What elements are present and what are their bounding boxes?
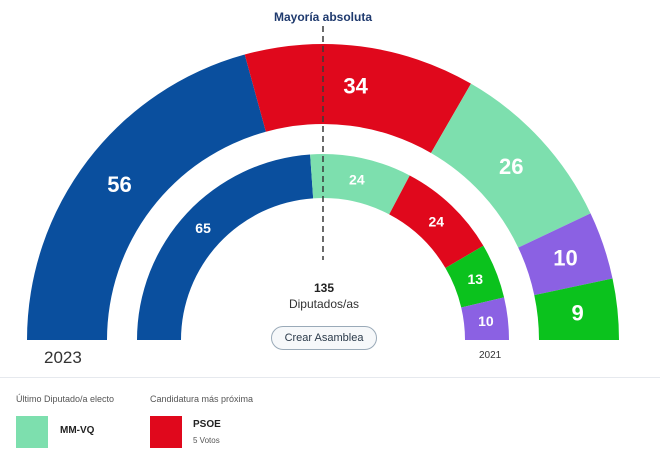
inner-segment-label-2: 24	[428, 213, 444, 229]
create-assembly-button[interactable]: Crear Asamblea	[271, 326, 377, 350]
inner-ring-2021: 65 24 24 13 10	[137, 154, 509, 340]
legend-closest-heading: Candidatura más próxima	[150, 394, 254, 404]
outer-segment-label-3: 10	[553, 246, 577, 271]
inner-segment-label-3: 13	[467, 271, 483, 287]
legend-last-elected-heading: Último Diputado/a electo	[16, 394, 115, 404]
legend-last-elected-swatch	[16, 416, 48, 448]
outer-segment-1	[244, 44, 471, 153]
total-seats: 135	[313, 281, 335, 295]
majority-label: Mayoría absoluta	[273, 10, 373, 24]
inner-segment-label-0: 65	[195, 220, 211, 236]
outer-segment-label-4: 9	[571, 301, 583, 326]
inner-segment-0	[137, 154, 314, 340]
inner-segment-4	[461, 297, 509, 340]
inner-segment-3	[445, 245, 505, 308]
outer-segment-label-0: 56	[107, 172, 131, 197]
outer-segment-label-1: 34	[343, 74, 368, 99]
outer-ring-2023: 56 34 26 10 9	[27, 44, 619, 340]
legend-closest-name: PSOE	[193, 419, 221, 430]
year-label-outer: 2023	[44, 348, 82, 367]
seats-unit-label: Diputados/as	[288, 297, 360, 311]
inner-segment-1	[310, 154, 410, 215]
outer-segment-3	[518, 213, 613, 296]
inner-segment-label-4: 10	[478, 313, 494, 329]
divider	[0, 377, 660, 378]
legend-closest-swatch	[150, 416, 182, 448]
outer-segment-2	[431, 83, 591, 248]
year-label-inner: 2021	[479, 350, 502, 361]
legend-last-elected-name: MM-VQ	[60, 425, 95, 436]
inner-segment-2	[389, 175, 484, 269]
legend-closest-votes: 5 Votos	[193, 436, 220, 445]
outer-segment-label-2: 26	[499, 154, 523, 179]
parliament-chart: 56 34 26 10 9 65 24 24 13 10	[27, 26, 619, 340]
inner-segment-label-1: 24	[349, 172, 365, 188]
outer-segment-4	[534, 278, 619, 340]
outer-segment-0	[27, 54, 266, 340]
